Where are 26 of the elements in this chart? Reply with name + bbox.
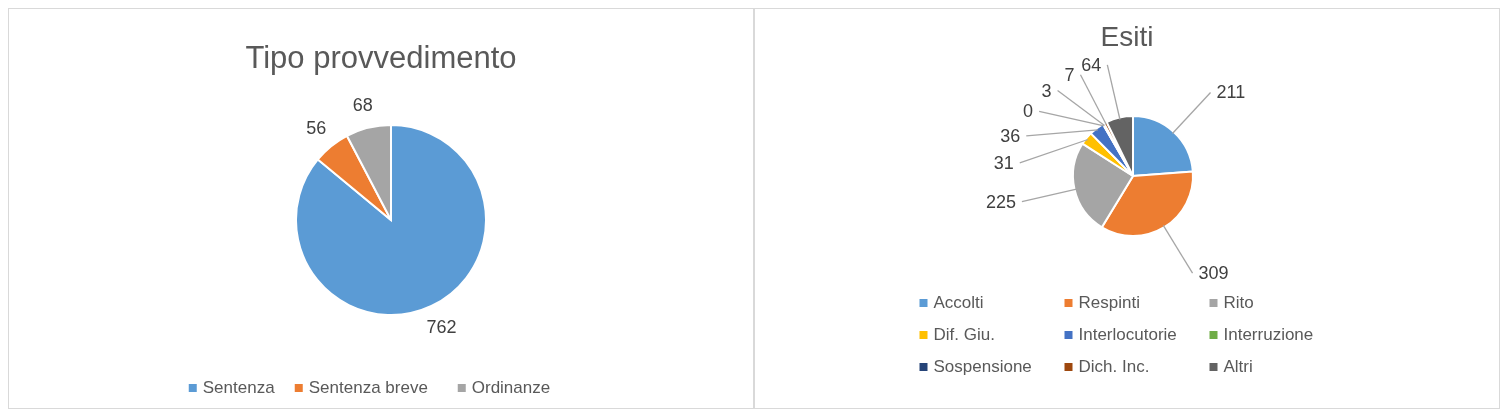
legend-label: Rito (1223, 293, 1254, 312)
chart-title: Tipo provvedimento (245, 40, 517, 75)
legend-label: Dif. Giu. (933, 325, 995, 344)
data-label: 762 (426, 317, 457, 338)
legend-label: Respinti (1078, 293, 1140, 312)
text: 0 (1023, 101, 1034, 122)
legend-label: Sentenza (202, 378, 276, 397)
legend-label: Sospensione (933, 357, 1032, 376)
data-label: 7 (1064, 64, 1075, 85)
data-label: 68 (352, 94, 373, 115)
legend-label: Ordinanze (471, 378, 551, 397)
legend-label: Altri (1223, 357, 1253, 376)
data-label: 56 (306, 117, 327, 138)
data-label: 64 (1081, 54, 1102, 75)
data-label: 211 (1216, 82, 1246, 103)
legend-label: Accolti (933, 293, 984, 312)
data-label: 31 (993, 152, 1014, 173)
legend-label: Interlocutorie (1078, 325, 1177, 344)
data-label: 225 (985, 191, 1016, 212)
data-label: 36 (1000, 125, 1021, 146)
data-label: 309 (1198, 263, 1229, 284)
data-label: 3 (1041, 80, 1052, 101)
chart-title: Esiti (1100, 21, 1154, 52)
legend-label: Sentenza breve (308, 378, 428, 397)
legend-label: Interruzione (1223, 325, 1314, 344)
legend-label: Dich. Inc. (1078, 357, 1150, 376)
